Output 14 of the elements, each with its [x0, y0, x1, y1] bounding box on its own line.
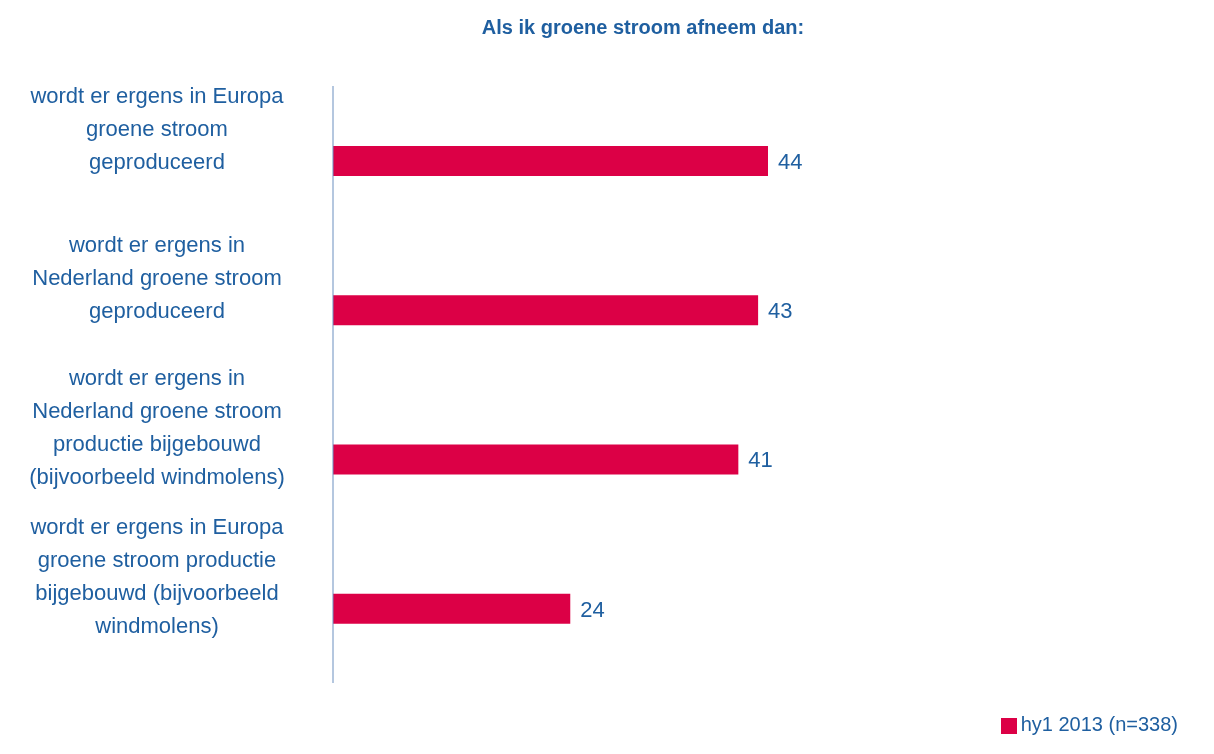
data-label: 24 — [580, 596, 605, 622]
chart-title: Als ik groene stroom afneem dan: — [480, 15, 806, 40]
y-tick-label: wordt er ergens in Nederland groene stroom productie bijgebouwd (bijvoorbeeld windmolens) — [29, 364, 285, 489]
bar — [333, 146, 768, 176]
legend-label: hy1 2013 (n=338) — [1020, 713, 1178, 735]
y-tick-label: wordt er ergens in Nederland groene stroom geproduceerd — [32, 231, 282, 323]
y-tick-label: wordt er ergens in Europa groene stroom geproduceerd — [29, 82, 285, 174]
bar — [333, 295, 759, 326]
bar — [333, 444, 739, 475]
data-label: 41 — [748, 447, 773, 473]
data-label: 43 — [768, 298, 793, 324]
data-label: 44 — [778, 148, 803, 174]
y-tick-label: wordt er ergens in Europa groene stroom productie bijgebouwd (bijvoorbeeld windmolens) — [29, 513, 285, 638]
bar — [333, 593, 571, 624]
